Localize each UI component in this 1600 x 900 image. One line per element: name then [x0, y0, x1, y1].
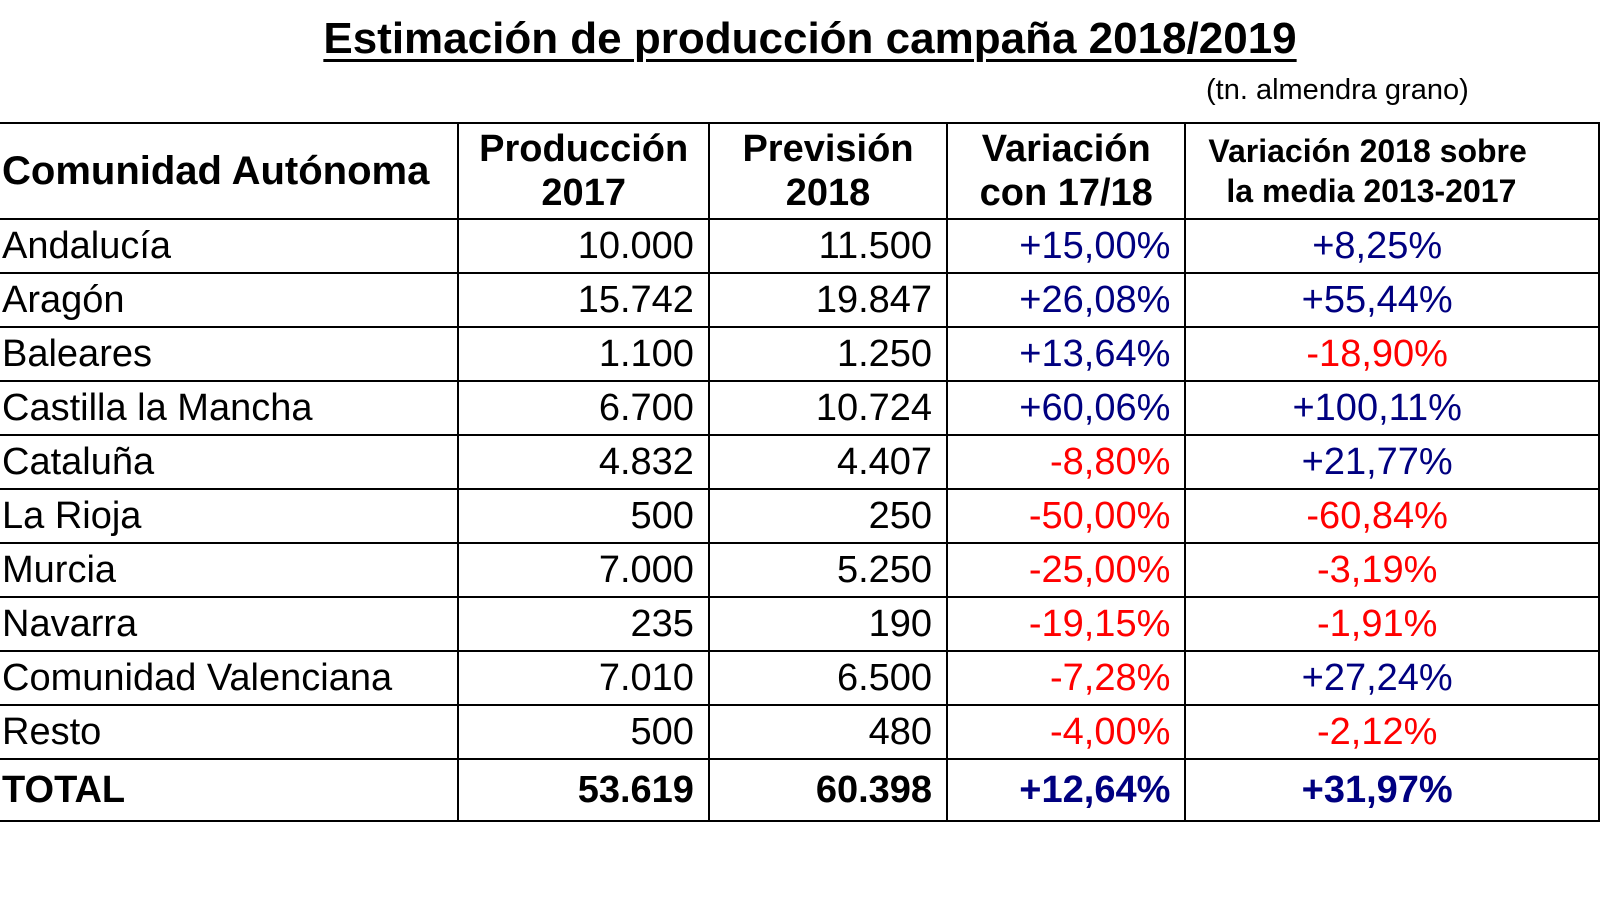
cell-variation-17-18: +15,00%	[946, 218, 1187, 274]
cell-variation-vs-average: -2,12%	[1184, 704, 1600, 760]
header-row: Comunidad Autónoma Producción 2017 Previ…	[0, 122, 1600, 220]
header-production-2017: Producción 2017	[457, 122, 710, 220]
table-row: Murcia 7.000 5.250 -25,00% -3,19%	[0, 542, 1600, 598]
cell-variation-vs-average: -60,84%	[1184, 488, 1600, 544]
header-variation-avg-line1: Variación 2018 sobre	[1208, 133, 1527, 169]
cell-region: Murcia	[0, 542, 460, 598]
cell-production-2017: 15.742	[457, 272, 710, 328]
cell-production-2017: 4.832	[457, 434, 710, 490]
cell-variation-vs-average: -3,19%	[1184, 542, 1600, 598]
cell-forecast-2018: 480	[707, 704, 949, 760]
cell-variation-vs-average: +100,11%	[1184, 380, 1600, 436]
total-row: TOTAL 53.619 60.398 +12,64% +31,97%	[0, 758, 1600, 822]
cell-production-2017: 1.100	[457, 326, 710, 382]
cell-variation-vs-average: +27,24%	[1184, 650, 1600, 706]
header-variation-vs-average: Variación 2018 sobre la media 2013-2017	[1184, 122, 1600, 220]
table-row: Cataluña 4.832 4.407 -8,80% +21,77%	[0, 434, 1600, 490]
cell-region: Castilla la Mancha	[0, 380, 460, 436]
cell-variation-17-18: -50,00%	[946, 488, 1187, 544]
header-production-line2: 2017	[541, 172, 626, 214]
table-row: Resto 500 480 -4,00% -2,12%	[0, 704, 1600, 760]
header-variation-avg-line2: la media 2013-2017	[1226, 173, 1517, 209]
header-variation-line1: Variación	[981, 128, 1151, 170]
cell-region: La Rioja	[0, 488, 460, 544]
cell-forecast-2018: 11.500	[707, 218, 949, 274]
table-row: Andalucía 10.000 11.500 +15,00% +8,25%	[0, 218, 1600, 274]
cell-region: Navarra	[0, 596, 460, 652]
header-variation-17-18: Variación con 17/18	[946, 122, 1187, 220]
cell-region: Andalucía	[0, 218, 460, 274]
unit-note: (tn. almendra grano)	[1206, 74, 1469, 106]
cell-variation-vs-average: +21,77%	[1184, 434, 1600, 490]
header-production-line1: Producción	[479, 128, 689, 170]
cell-variation-17-18: +12,64%	[946, 758, 1187, 822]
cell-region: Cataluña	[0, 434, 460, 490]
table-row: Comunidad Valenciana 7.010 6.500 -7,28% +27,…	[0, 650, 1600, 706]
table-row: Navarra 235 190 -19,15% -1,91%	[0, 596, 1600, 652]
cell-production-2017: 7.010	[457, 650, 710, 706]
cell-variation-vs-average: -1,91%	[1184, 596, 1600, 652]
table-title: Estimación de producción campaña 2018/20…	[323, 14, 1297, 63]
cell-forecast-2018: 10.724	[707, 380, 949, 436]
cell-region: Resto	[0, 704, 460, 760]
header-region: Comunidad Autónoma	[0, 122, 460, 220]
cell-variation-17-18: +60,06%	[946, 380, 1187, 436]
table-row: Castilla la Mancha 6.700 10.724 +60,06% +100…	[0, 380, 1600, 436]
header-forecast-2018: Previsión 2018	[707, 122, 949, 220]
production-table-wrapper: Comunidad Autónoma Producción 2017 Previ…	[0, 122, 1600, 822]
cell-variation-17-18: -19,15%	[946, 596, 1187, 652]
cell-variation-vs-average: -18,90%	[1184, 326, 1600, 382]
cell-forecast-2018: 1.250	[707, 326, 949, 382]
cell-variation-vs-average: +8,25%	[1184, 218, 1600, 274]
cell-production-2017: 500	[457, 704, 710, 760]
cell-variation-17-18: -8,80%	[946, 434, 1187, 490]
header-forecast-line2: 2018	[785, 172, 871, 214]
cell-forecast-2018: 190	[707, 596, 949, 652]
cell-production-2017: 7.000	[457, 542, 710, 598]
header-forecast-line1: Previsión	[742, 128, 914, 170]
header-variation-line2: con 17/18	[979, 172, 1153, 214]
cell-region: Aragón	[0, 272, 460, 328]
cell-variation-vs-average: +55,44%	[1184, 272, 1600, 328]
cell-variation-17-18: -7,28%	[946, 650, 1187, 706]
cell-forecast-2018: 5.250	[707, 542, 949, 598]
table-body: Andalucía 10.000 11.500 +15,00% +8,25% Aragón…	[0, 218, 1600, 822]
cell-forecast-2018: 60.398	[707, 758, 949, 822]
cell-production-2017: 10.000	[457, 218, 710, 274]
cell-forecast-2018: 4.407	[707, 434, 949, 490]
cell-variation-vs-average: +31,97%	[1184, 758, 1600, 822]
cell-variation-17-18: -25,00%	[946, 542, 1187, 598]
cell-production-2017: 500	[457, 488, 710, 544]
cell-production-2017: 53.619	[457, 758, 710, 822]
cell-region: Comunidad Valenciana	[0, 650, 460, 706]
cell-production-2017: 6.700	[457, 380, 710, 436]
cell-variation-17-18: +13,64%	[946, 326, 1187, 382]
cell-region: Baleares	[0, 326, 460, 382]
table-row: Aragón 15.742 19.847 +26,08% +55,44%	[0, 272, 1600, 328]
table-row: Baleares 1.100 1.250 +13,64% -18,90%	[0, 326, 1600, 382]
cell-forecast-2018: 250	[707, 488, 949, 544]
cell-forecast-2018: 19.847	[707, 272, 949, 328]
production-table: Comunidad Autónoma Producción 2017 Previ…	[0, 122, 1600, 822]
cell-variation-17-18: -4,00%	[946, 704, 1187, 760]
cell-region: TOTAL	[0, 758, 460, 822]
cell-variation-17-18: +26,08%	[946, 272, 1187, 328]
cell-forecast-2018: 6.500	[707, 650, 949, 706]
table-row: La Rioja 500 250 -50,00% -60,84%	[0, 488, 1600, 544]
cell-production-2017: 235	[457, 596, 710, 652]
